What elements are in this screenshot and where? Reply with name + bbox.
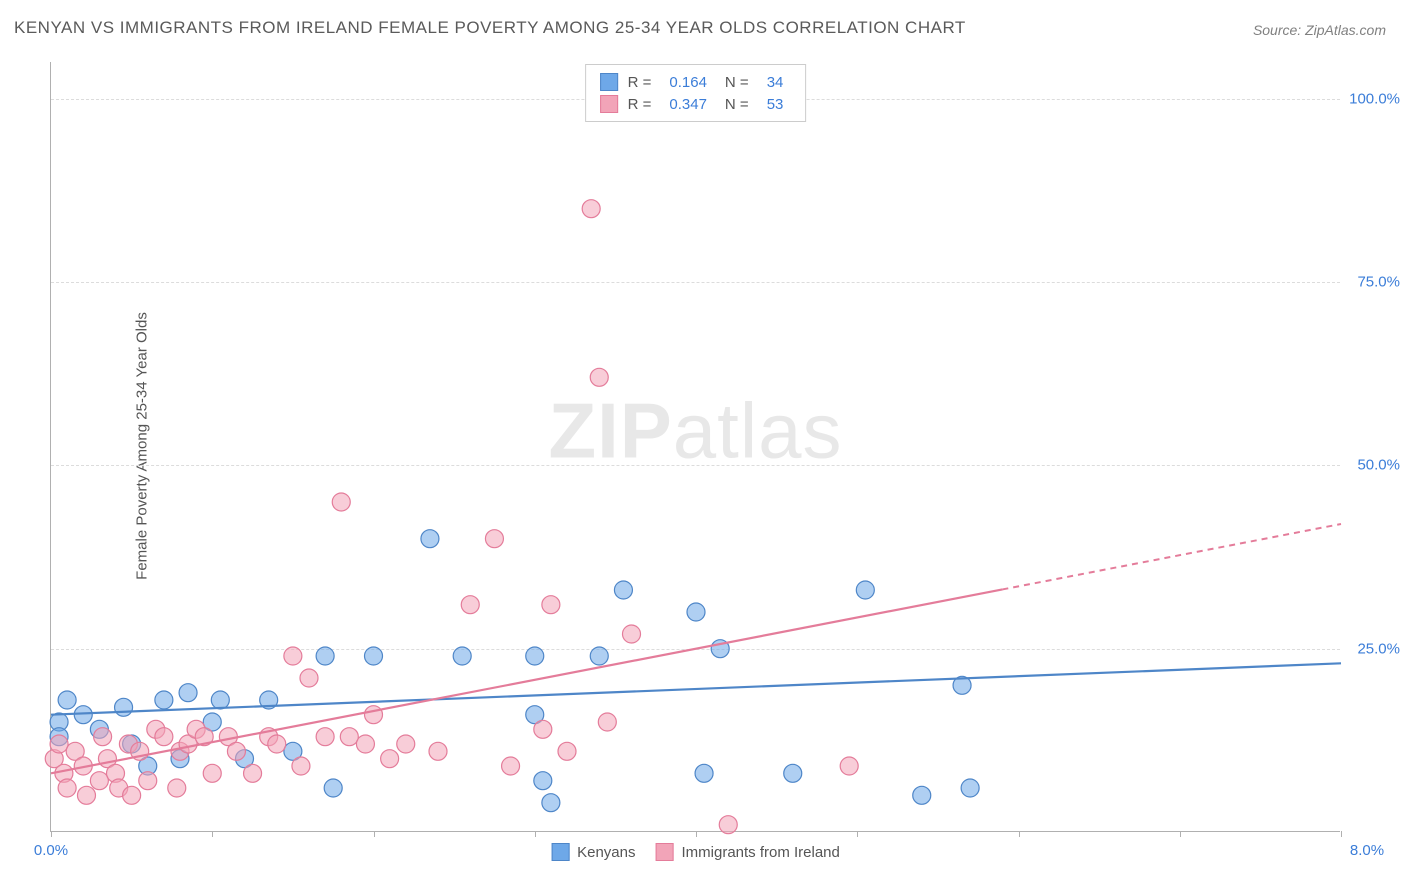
- r-value-2: 0.347: [669, 96, 707, 113]
- series-legend: Kenyans Immigrants from Ireland: [551, 843, 840, 861]
- scatter-point: [856, 581, 874, 599]
- scatter-point: [203, 764, 221, 782]
- scatter-point: [687, 603, 705, 621]
- scatter-point: [332, 493, 350, 511]
- x-tick: [374, 831, 375, 837]
- scatter-point: [168, 779, 186, 797]
- scatter-point: [534, 772, 552, 790]
- n-value-1: 34: [767, 74, 784, 91]
- chart-title: KENYAN VS IMMIGRANTS FROM IRELAND FEMALE…: [14, 18, 966, 38]
- scatter-point: [502, 757, 520, 775]
- x-tick-label: 0.0%: [34, 842, 68, 859]
- n-label-2: N =: [725, 96, 749, 113]
- legend-item-2: Immigrants from Ireland: [655, 843, 839, 861]
- legend-item-1: Kenyans: [551, 843, 635, 861]
- scatter-point: [542, 794, 560, 812]
- source-attribution: Source: ZipAtlas.com: [1253, 22, 1386, 38]
- scatter-point: [227, 742, 245, 760]
- scatter-point: [913, 786, 931, 804]
- swatch-series-1: [600, 73, 618, 91]
- x-tick: [212, 831, 213, 837]
- scatter-point: [461, 596, 479, 614]
- scatter-point: [558, 742, 576, 760]
- scatter-point: [784, 764, 802, 782]
- scatter-point: [526, 647, 544, 665]
- scatter-point: [840, 757, 858, 775]
- scatter-point: [453, 647, 471, 665]
- scatter-point: [58, 779, 76, 797]
- x-tick: [535, 831, 536, 837]
- scatter-point: [598, 713, 616, 731]
- scatter-point: [300, 669, 318, 687]
- n-label-1: N =: [725, 74, 749, 91]
- legend-label-1: Kenyans: [577, 844, 635, 861]
- scatter-point: [139, 772, 157, 790]
- scatter-point: [614, 581, 632, 599]
- stats-row-2: R = 0.347 N = 53: [600, 93, 792, 115]
- scatter-point: [244, 764, 262, 782]
- scatter-point: [58, 691, 76, 709]
- x-tick: [51, 831, 52, 837]
- scatter-point: [695, 764, 713, 782]
- stats-row-1: R = 0.164 N = 34: [600, 71, 792, 93]
- scatter-point: [284, 647, 302, 665]
- scatter-point: [421, 530, 439, 548]
- y-tick-label: 25.0%: [1345, 640, 1400, 657]
- scatter-point: [397, 735, 415, 753]
- scatter-point: [356, 735, 374, 753]
- x-tick: [1019, 831, 1020, 837]
- scatter-point: [340, 728, 358, 746]
- scatter-point: [961, 779, 979, 797]
- scatter-point: [292, 757, 310, 775]
- scatter-point: [155, 691, 173, 709]
- r-label-2: R =: [628, 96, 652, 113]
- trend-line: [51, 663, 1341, 714]
- trend-line-extrapolated: [1002, 524, 1341, 589]
- legend-label-2: Immigrants from Ireland: [681, 844, 839, 861]
- n-value-2: 53: [767, 96, 784, 113]
- scatter-point: [623, 625, 641, 643]
- scatter-point: [268, 735, 286, 753]
- x-tick-label: 8.0%: [1350, 842, 1384, 859]
- scatter-point: [123, 786, 141, 804]
- scatter-point: [582, 200, 600, 218]
- scatter-point: [365, 706, 383, 724]
- scatter-point: [50, 735, 68, 753]
- scatter-point: [719, 816, 737, 834]
- x-tick: [1341, 831, 1342, 837]
- y-tick-label: 50.0%: [1345, 457, 1400, 474]
- scatter-point: [94, 728, 112, 746]
- x-tick: [696, 831, 697, 837]
- r-value-1: 0.164: [669, 74, 707, 91]
- r-label-1: R =: [628, 74, 652, 91]
- scatter-point: [485, 530, 503, 548]
- scatter-point: [590, 647, 608, 665]
- scatter-point: [90, 772, 108, 790]
- plot-svg: [51, 62, 1340, 831]
- scatter-point: [211, 691, 229, 709]
- swatch-kenyans: [551, 843, 569, 861]
- scatter-point: [324, 779, 342, 797]
- swatch-series-2: [600, 95, 618, 113]
- swatch-ireland: [655, 843, 673, 861]
- scatter-point: [316, 728, 334, 746]
- scatter-point: [542, 596, 560, 614]
- scatter-point: [534, 720, 552, 738]
- x-tick: [1180, 831, 1181, 837]
- stats-legend: R = 0.164 N = 34 R = 0.347 N = 53: [585, 64, 807, 122]
- scatter-point: [429, 742, 447, 760]
- scatter-point: [179, 684, 197, 702]
- scatter-point: [77, 786, 95, 804]
- y-tick-label: 75.0%: [1345, 274, 1400, 291]
- scatter-point: [316, 647, 334, 665]
- correlation-chart: KENYAN VS IMMIGRANTS FROM IRELAND FEMALE…: [0, 0, 1406, 892]
- y-tick-label: 100.0%: [1345, 90, 1400, 107]
- x-tick: [857, 831, 858, 837]
- scatter-point: [381, 750, 399, 768]
- scatter-point: [155, 728, 173, 746]
- scatter-point: [365, 647, 383, 665]
- scatter-point: [115, 698, 133, 716]
- scatter-point: [590, 368, 608, 386]
- plot-area: ZIPatlas 25.0%50.0%75.0%100.0% 0.0%8.0% …: [50, 62, 1340, 832]
